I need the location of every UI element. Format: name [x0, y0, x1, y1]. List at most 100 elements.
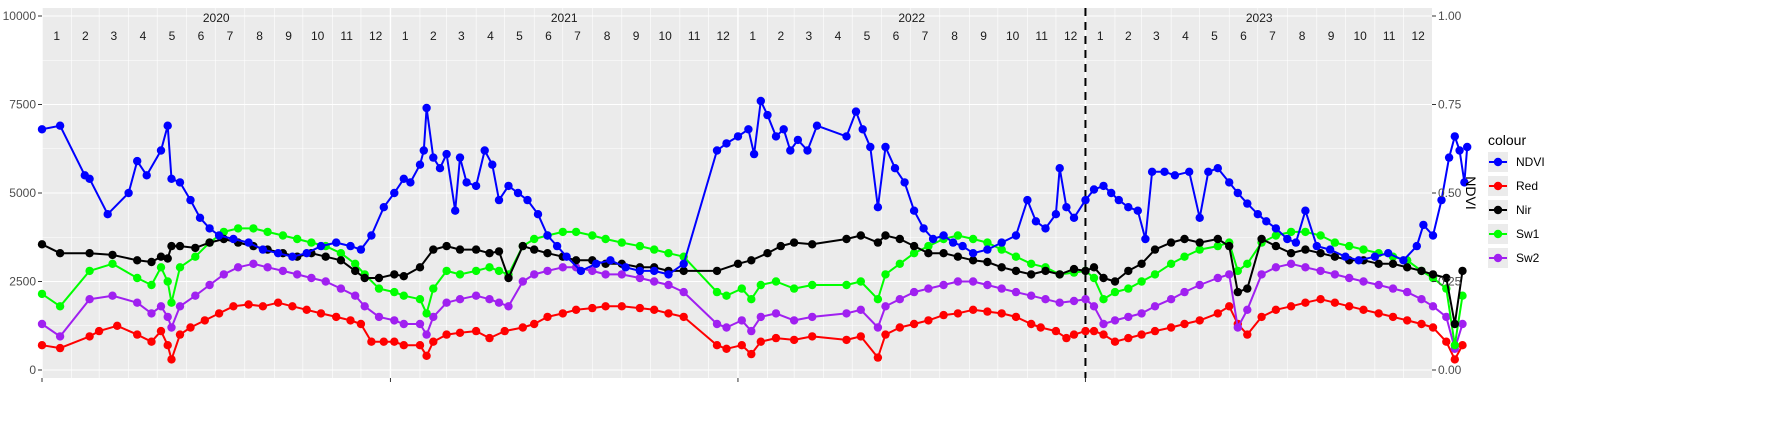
data-point [958, 241, 967, 251]
data-point [163, 341, 172, 350]
data-point [1099, 295, 1108, 304]
data-point [1099, 330, 1108, 339]
legend-key-point [1493, 253, 1503, 263]
data-point [429, 312, 438, 322]
data-point [601, 302, 610, 311]
data-point [321, 277, 330, 286]
data-point [1011, 266, 1021, 276]
month-label: 4 [835, 29, 842, 43]
data-point [504, 273, 513, 283]
data-point [233, 263, 243, 272]
month-label: 9 [1328, 29, 1335, 43]
data-point [1442, 312, 1451, 322]
data-point [588, 266, 597, 276]
series-sw2 [37, 259, 1467, 353]
data-point [278, 266, 288, 276]
data-point [1166, 238, 1176, 247]
data-point [399, 291, 408, 300]
series-group [37, 96, 1472, 364]
legend-label: Red [1516, 179, 1538, 193]
data-point [293, 234, 302, 244]
data-point [909, 319, 919, 329]
data-point [55, 121, 65, 130]
data-point [793, 135, 803, 145]
data-point [909, 241, 919, 251]
data-point [156, 252, 166, 261]
data-point [429, 337, 438, 346]
month-label: 12 [717, 29, 731, 43]
data-point [890, 164, 900, 173]
right-tick-label: 0.50 [1438, 186, 1462, 200]
data-point [983, 245, 992, 254]
data-point [650, 305, 659, 314]
data-point [1316, 231, 1325, 240]
data-point [856, 332, 865, 341]
data-point [1384, 249, 1393, 258]
data-point [1062, 203, 1071, 212]
data-point [1301, 263, 1310, 272]
data-point [953, 231, 963, 240]
legend-key-point [1493, 181, 1503, 191]
data-point [1133, 206, 1143, 215]
data-point [881, 302, 890, 311]
data-point [1023, 195, 1032, 205]
data-point [429, 284, 438, 293]
month-label: 8 [951, 29, 958, 43]
data-point [1419, 220, 1428, 230]
data-point [858, 125, 867, 134]
month-label: 7 [922, 29, 929, 43]
data-point [113, 321, 122, 330]
data-point [851, 107, 861, 116]
data-point [1195, 238, 1204, 247]
data-point [1011, 287, 1021, 297]
data-point [576, 266, 586, 276]
data-point [186, 323, 195, 332]
data-point [650, 245, 659, 254]
data-point [1286, 249, 1296, 258]
data-point [1124, 266, 1133, 276]
left-tick-label: 5000 [9, 186, 36, 200]
data-point [1213, 234, 1223, 244]
data-point [419, 146, 428, 155]
data-point [1463, 142, 1472, 152]
data-point [1233, 287, 1243, 297]
data-point [1345, 241, 1354, 251]
data-point [812, 121, 822, 130]
data-point [147, 309, 156, 318]
data-point [1403, 316, 1412, 325]
data-point [588, 231, 597, 240]
data-point [249, 224, 258, 233]
data-point [983, 238, 992, 247]
data-point [1286, 302, 1296, 311]
data-point [789, 335, 799, 345]
data-point [1233, 188, 1243, 198]
data-point [712, 319, 722, 329]
month-label: 3 [806, 29, 813, 43]
data-point [1069, 296, 1079, 306]
data-point [928, 234, 938, 244]
data-point [1403, 287, 1412, 297]
data-point [1041, 224, 1050, 233]
month-label: 5 [169, 29, 176, 43]
month-label: 7 [227, 29, 234, 43]
data-point [374, 284, 384, 293]
data-point [37, 125, 47, 134]
right-axis-title: NDVI [1463, 176, 1479, 209]
data-point [866, 142, 875, 152]
month-label: 3 [1153, 29, 1160, 43]
data-point [919, 224, 928, 233]
data-point [803, 146, 812, 155]
data-point [422, 351, 431, 360]
data-point [244, 300, 253, 309]
month-label: 10 [1006, 29, 1020, 43]
data-point [997, 263, 1006, 272]
data-point [307, 238, 316, 247]
legend-key-point [1493, 157, 1503, 167]
data-point [1458, 319, 1467, 329]
data-point [543, 249, 552, 258]
data-point [163, 312, 172, 322]
month-label: 9 [633, 29, 640, 43]
data-point [244, 238, 253, 247]
data-point [997, 309, 1006, 318]
